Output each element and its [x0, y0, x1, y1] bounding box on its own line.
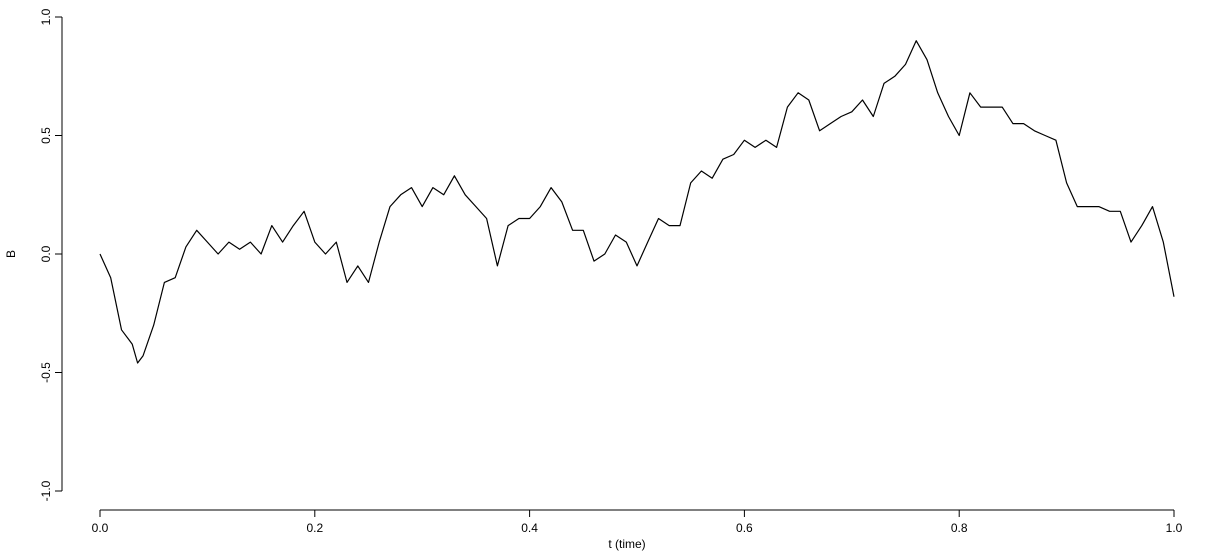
x-tick-label: 0.2 — [306, 521, 323, 535]
y-tick-label: -1.0 — [39, 480, 53, 501]
x-tick-label: 1.0 — [1166, 521, 1183, 535]
x-axis-label: t (time) — [608, 537, 645, 551]
y-tick-label: 0.0 — [39, 245, 53, 262]
y-tick-label: 0.5 — [39, 127, 53, 144]
x-tick-label: 0.0 — [92, 521, 109, 535]
x-tick-label: 0.8 — [951, 521, 968, 535]
y-tick-label: -0.5 — [39, 362, 53, 383]
x-tick-label: 0.6 — [736, 521, 753, 535]
y-tick-label: 1.0 — [39, 8, 53, 25]
y-axis-label: B — [4, 250, 18, 258]
series-line — [99, 40, 1175, 364]
x-tick-label: 0.4 — [521, 521, 538, 535]
